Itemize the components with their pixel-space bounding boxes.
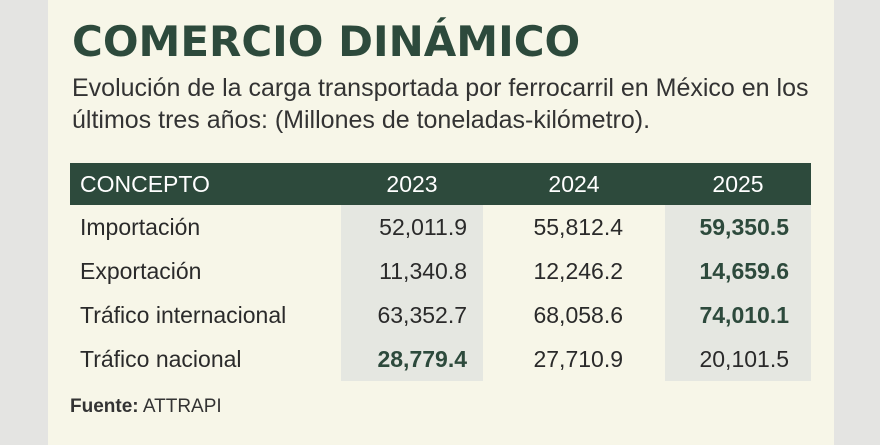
table-cell: 14,659.6 — [665, 249, 811, 293]
table-body: Importación 52,011.9 55,812.4 59,350.5 Expor… — [70, 205, 811, 381]
data-table: CONCEPTO 2023 2024 2025 Importación 52,01… — [70, 163, 811, 381]
column-header-2023: 2023 — [386, 170, 438, 197]
table-cell: 52,011.9 — [341, 205, 483, 249]
column-header-concepto: CONCEPTO — [80, 170, 210, 197]
table-cell: 28,779.4 — [341, 337, 483, 381]
row-label: Tráfico nacional — [80, 345, 242, 372]
table-row: Importación 52,011.9 55,812.4 59,350.5 — [70, 205, 811, 249]
source-text: ATTRAPI — [142, 396, 222, 417]
table-cell: 74,010.1 — [665, 293, 811, 337]
table-row: Exportación 11,340.8 12,246.2 14,659.6 — [70, 249, 811, 293]
column-header-2025: 2025 — [712, 170, 764, 197]
column-header-2024: 2024 — [548, 170, 600, 197]
table-cell: 63,352.7 — [341, 293, 483, 337]
row-label: Tráfico internacional — [80, 301, 287, 328]
subtitle: Evolución de la carga transportada por f… — [72, 74, 809, 134]
table-cell: 11,340.8 — [341, 249, 483, 293]
row-label: Importación — [80, 213, 201, 240]
row-label: Exportación — [80, 257, 202, 284]
table-header: CONCEPTO 2023 2024 2025 — [70, 163, 811, 205]
infographic-card: COMERCIO DINÁMICO Evolución de la carga … — [48, 0, 834, 445]
table-cell: 27,710.9 — [533, 345, 623, 372]
table-cell: 20,101.5 — [665, 337, 811, 381]
table-cell: 55,812.4 — [533, 213, 623, 240]
source-note: Fuente: ATTRAPI — [70, 396, 222, 418]
table-row: Tráfico internacional 63,352.7 68,058.6 74,… — [70, 293, 811, 337]
table-row: Tráfico nacional 28,779.4 27,710.9 20,101.5 — [70, 337, 811, 381]
page-title: COMERCIO DINÁMICO — [72, 17, 581, 66]
source-label: Fuente: — [70, 396, 139, 417]
table-cell: 68,058.6 — [533, 301, 623, 328]
table-cell: 12,246.2 — [533, 257, 623, 284]
table-cell: 59,350.5 — [665, 205, 811, 249]
